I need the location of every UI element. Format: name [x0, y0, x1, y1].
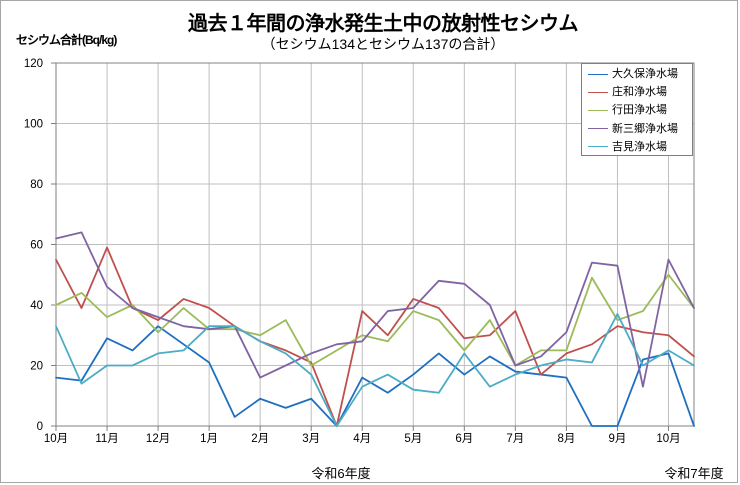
svg-text:120: 120 — [24, 58, 43, 70]
svg-text:12月: 12月 — [146, 433, 170, 445]
svg-text:20: 20 — [30, 361, 43, 373]
svg-text:11月: 11月 — [95, 433, 118, 445]
svg-text:4月: 4月 — [353, 433, 371, 445]
svg-text:2月: 2月 — [251, 433, 269, 445]
svg-text:5月: 5月 — [404, 433, 422, 445]
svg-text:100: 100 — [24, 119, 43, 131]
svg-text:10月: 10月 — [656, 433, 680, 445]
svg-text:9月: 9月 — [608, 433, 626, 445]
svg-text:0: 0 — [37, 421, 43, 433]
svg-text:10月: 10月 — [44, 433, 68, 445]
svg-text:80: 80 — [30, 179, 43, 191]
svg-text:3月: 3月 — [302, 433, 320, 445]
svg-text:6月: 6月 — [455, 433, 473, 445]
svg-text:8月: 8月 — [557, 433, 575, 445]
svg-text:7月: 7月 — [506, 433, 524, 445]
svg-text:60: 60 — [30, 240, 43, 252]
svg-text:40: 40 — [30, 300, 43, 312]
svg-text:1月: 1月 — [200, 433, 218, 445]
